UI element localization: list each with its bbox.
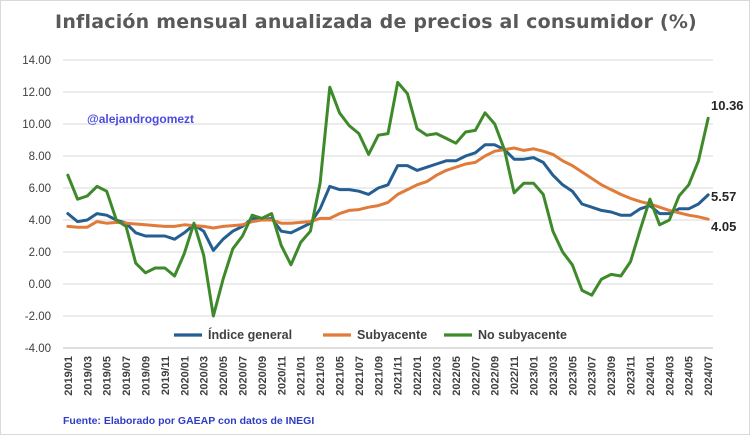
series-lines [66,80,710,318]
x-tick-label: 2019/11 [160,356,172,395]
x-tick-label: 2020/03 [199,356,211,396]
x-tick-label: 2024/01 [645,356,657,396]
x-tick-label: 2021/03 [315,356,327,396]
x-tick-label: 2021/05 [334,356,346,396]
y-tick-label: 2.00 [29,247,51,259]
legend: Índice general Subyacente No subyacente [174,327,567,342]
x-tick-label: 2024/05 [684,356,696,396]
y-tick-label: 0.00 [29,279,51,291]
y-tick-label: 14.00 [22,55,51,67]
y-tick-label: -2.00 [25,311,51,323]
x-tick-label: 2020/01 [179,356,191,396]
x-tick-label: 2019/03 [82,356,94,396]
y-tick-label: 4.00 [29,215,51,227]
series-line-2 [66,80,710,318]
x-tick-label: 2024/03 [664,356,676,396]
x-tick-label: 2023/07 [587,356,599,396]
x-tick-label: 2019/05 [102,356,114,396]
x-tick-label: 2020/09 [257,356,269,396]
x-tick-label: 2019/07 [121,356,133,396]
end-value-label: 5.57 [711,189,736,204]
x-tick-label: 2024/07 [703,356,715,396]
x-tick-label: 2023/09 [606,356,618,396]
series-line-1 [66,146,710,230]
legend-label: No subyacente [478,328,567,342]
source-note: Fuente: Elaborado por GAEAP con datos de… [63,415,314,427]
legend-label: Índice general [208,327,292,342]
y-axis-ticks: -4.00 -2.00 0.00 2.00 4.00 6.00 8.00 10.00 12.00… [22,55,51,355]
x-tick-label: 2022/11 [509,356,521,395]
x-tick-label: 2022/01 [412,356,424,396]
x-tick-label: 2019/01 [63,356,75,396]
end-labels: 5.57 4.05 10.36 [711,98,744,234]
end-value-label: 10.36 [711,98,744,113]
x-tick-label: 2023/03 [548,356,560,396]
x-tick-label: 2023/01 [529,356,541,396]
x-tick-label: 2021/11 [393,356,405,395]
y-tick-label: -4.00 [25,343,51,355]
legend-label: Subyacente [357,328,427,342]
x-tick-label: 2023/05 [567,356,579,396]
author-annotation: @alejandrogomezt [87,112,194,126]
y-tick-label: 6.00 [29,183,51,195]
chart-title: Inflación mensual anualizada de precios … [55,11,697,33]
y-tick-label: 8.00 [29,151,51,163]
x-tick-label: 2023/11 [626,356,638,395]
x-tick-label: 2021/07 [354,356,366,396]
x-tick-label: 2020/07 [237,356,249,396]
y-tick-label: 12.00 [22,87,51,99]
x-tick-label: 2020/05 [218,356,230,396]
x-tick-label: 2022/03 [432,356,444,396]
gridlines [63,59,713,349]
x-tick-label: 2019/09 [140,356,152,396]
x-tick-label: 2021/01 [296,356,308,396]
x-tick-label: 2020/11 [276,356,288,395]
x-tick-label: 2022/05 [451,356,463,396]
y-tick-label: 10.00 [22,119,51,131]
series-line-0 [66,143,710,252]
x-axis-ticks: 2019/01 2019/03 2019/05 2019/07 2019/09 2019/… [63,356,715,396]
x-tick-label: 2021/09 [373,356,385,396]
x-tick-label: 2022/07 [470,356,482,396]
x-tick-label: 2022/09 [490,356,502,396]
end-value-label: 4.05 [711,219,736,234]
